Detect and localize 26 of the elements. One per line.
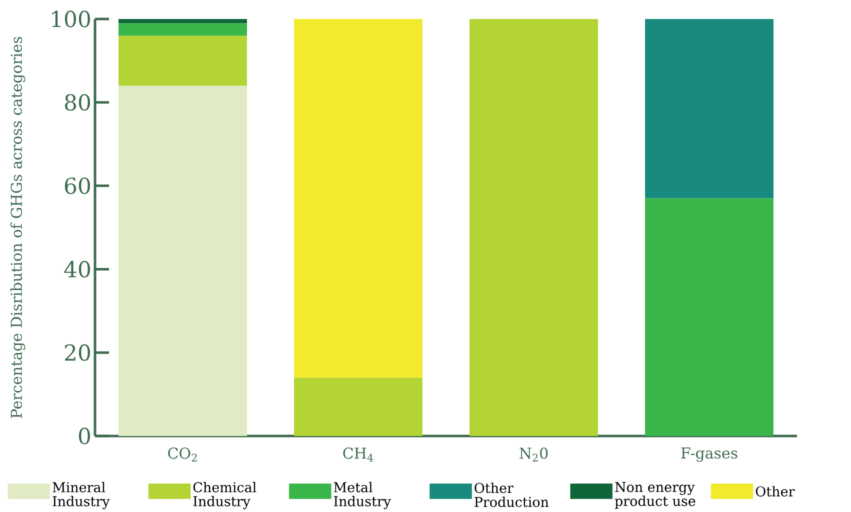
bar [294, 18, 422, 378]
x-tick-label: N$_{2}$0 [520, 448, 548, 462]
legend-label: Other Production [474, 482, 549, 508]
y-tick-label: 20 [64, 344, 90, 361]
y-tick-label: 80 [64, 94, 90, 111]
x-tick-label: F-gases [681, 448, 738, 462]
legend-label: Other [756, 486, 795, 497]
bar [645, 198, 774, 436]
bar [118, 18, 247, 24]
y-tick-label: 0 [78, 428, 90, 444]
legend-label: Chemical Industry [193, 482, 256, 510]
y-tick-label: 60 [64, 177, 90, 194]
y-tick-label: 100 [52, 10, 90, 28]
legend-label: Non energy product use [614, 482, 696, 509]
x-tick-label: CH$_{4}$ [343, 448, 374, 462]
y-axis-title: Percentage Disribution of GHGs across categories [10, 36, 26, 418]
y-tick-label: 40 [64, 260, 90, 278]
bar [118, 36, 247, 86]
x-tick-label: CO$_{2}$ [168, 448, 197, 462]
legend-label: Mineral Industry [52, 482, 110, 510]
legend-label: Metal Industry [334, 482, 391, 510]
bar [118, 23, 247, 36]
bar [294, 378, 422, 436]
bar [118, 86, 247, 436]
bar [470, 18, 598, 436]
bar [645, 18, 774, 198]
